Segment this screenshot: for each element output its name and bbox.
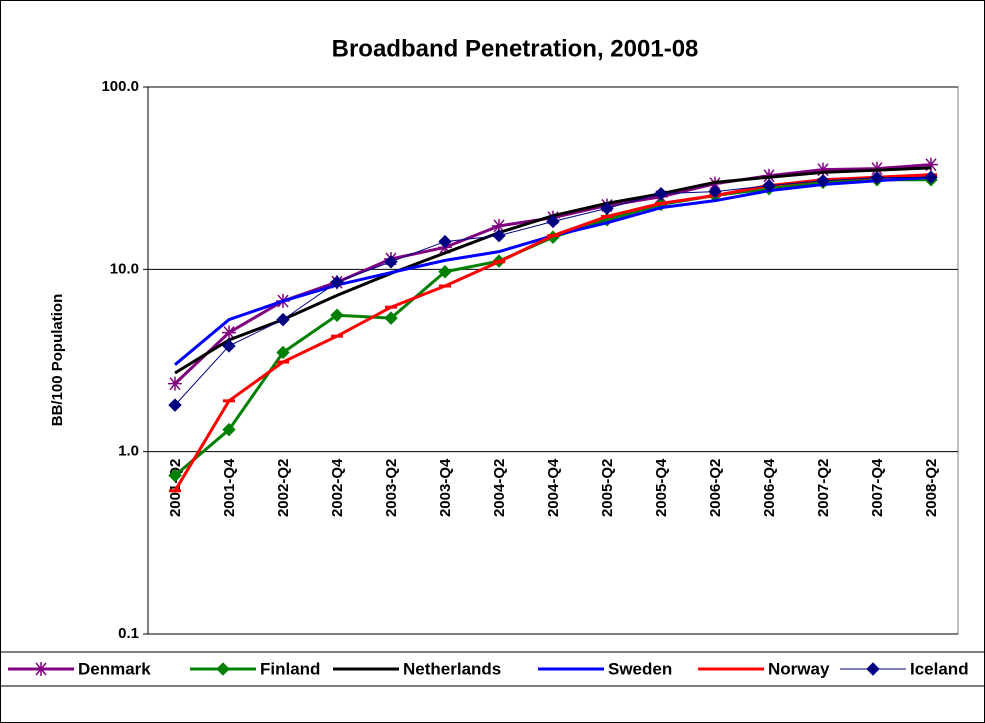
x-tick-label: 2005-Q4 (653, 458, 670, 517)
marker (168, 376, 182, 391)
x-tick-label: 2004-Q4 (545, 458, 562, 517)
marker (168, 398, 182, 412)
marker (384, 311, 398, 325)
marker (870, 171, 884, 185)
x-tick-label: 2002-Q4 (329, 458, 346, 517)
marker (870, 161, 884, 176)
legend-marker (34, 662, 48, 676)
legend-label: Sweden (608, 659, 672, 678)
x-tick-label: 2008-Q2 (923, 459, 940, 517)
marker (654, 186, 668, 201)
marker (330, 275, 344, 289)
marker (492, 228, 506, 243)
marker (816, 174, 830, 188)
x-tick-label: 2003-Q2 (383, 459, 400, 517)
marker (924, 157, 938, 172)
legend-label: Netherlands (403, 659, 501, 678)
marker (384, 255, 398, 269)
marker (438, 234, 452, 249)
legend-marker (866, 662, 880, 676)
marker (330, 308, 344, 322)
marker (762, 178, 776, 193)
marker (222, 422, 236, 437)
x-tick-label: 2006-Q4 (761, 458, 778, 517)
marker (222, 325, 236, 340)
x-tick-label: 2007-Q4 (869, 458, 886, 517)
y-tick-label: 100.0 (101, 78, 139, 95)
marker (276, 312, 290, 327)
marker (816, 162, 830, 177)
x-tick-label: 2004-Q2 (491, 459, 508, 517)
legend-label: Norway (768, 659, 830, 678)
legend-marker (216, 662, 230, 676)
x-tick-label: 2002-Q2 (275, 459, 292, 517)
legend-label: Iceland (910, 659, 969, 678)
x-tick-label: 2005-Q2 (599, 459, 616, 517)
marker (276, 345, 290, 360)
marker (222, 339, 236, 353)
legend-label: Finland (260, 659, 320, 678)
marker (924, 170, 938, 184)
x-tick-label: 2001-Q4 (221, 458, 238, 517)
marker (168, 468, 182, 483)
marker (438, 265, 452, 279)
chart-title: Broadband Penetration, 2001-08 (332, 35, 699, 62)
x-tick-label: 2006-Q2 (707, 459, 724, 517)
y-axis-title: BB/100 Population (49, 294, 66, 427)
y-tick-label: 10.0 (110, 260, 139, 277)
marker (600, 201, 614, 216)
x-tick-label: 2003-Q4 (437, 458, 454, 517)
marker (492, 218, 506, 233)
marker (708, 184, 722, 199)
y-tick-label: 1.0 (118, 443, 139, 460)
legend-label: Denmark (78, 659, 151, 678)
marker (546, 214, 560, 229)
y-tick-label: 0.1 (118, 625, 139, 642)
x-tick-label: 2007-Q2 (815, 459, 832, 517)
